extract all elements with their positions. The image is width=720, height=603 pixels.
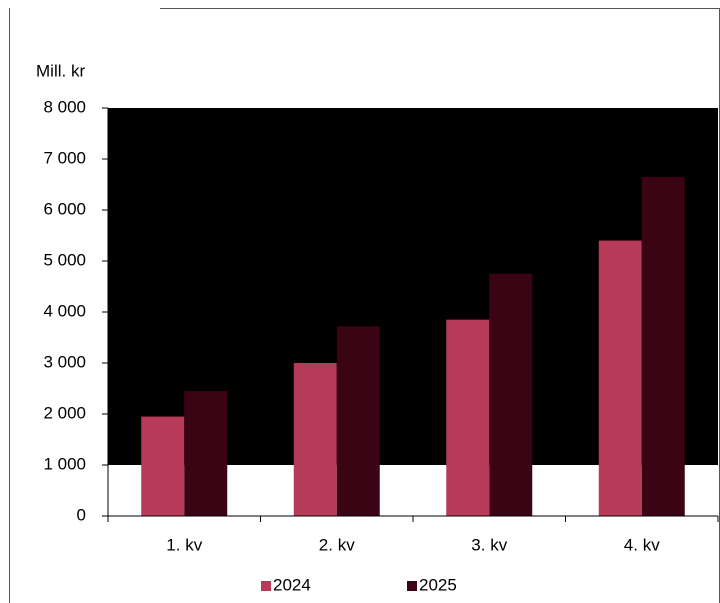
y-axis-label: Mill. kr bbox=[36, 61, 85, 80]
x-tick-label: 2. kv bbox=[319, 535, 355, 554]
y-tick-label: 5 000 bbox=[43, 250, 86, 269]
bar bbox=[141, 416, 185, 516]
x-tick-label: 1. kv bbox=[166, 535, 202, 554]
y-tick-label: 3 000 bbox=[43, 352, 86, 371]
bar bbox=[489, 273, 533, 516]
y-tick-label: 8 000 bbox=[43, 97, 86, 116]
legend-label: 2024 bbox=[273, 575, 311, 594]
x-tick-label: 3. kv bbox=[471, 535, 507, 554]
y-tick-label: 6 000 bbox=[43, 199, 86, 218]
y-tick-label: 2 000 bbox=[43, 403, 86, 422]
y-tick-label: 7 000 bbox=[43, 148, 86, 167]
legend-label: 2025 bbox=[419, 575, 457, 594]
y-tick-label: 0 bbox=[77, 505, 86, 524]
bar bbox=[336, 326, 380, 516]
x-tick-label: 4. kv bbox=[624, 535, 660, 554]
bar bbox=[184, 391, 228, 516]
y-tick-label: 4 000 bbox=[43, 301, 86, 320]
legend-swatch bbox=[261, 581, 271, 591]
bar bbox=[598, 240, 642, 516]
legend-swatch bbox=[407, 581, 417, 591]
y-tick-label: 1 000 bbox=[43, 454, 86, 473]
bar bbox=[641, 176, 685, 516]
bar bbox=[293, 363, 337, 516]
bar bbox=[446, 319, 490, 516]
